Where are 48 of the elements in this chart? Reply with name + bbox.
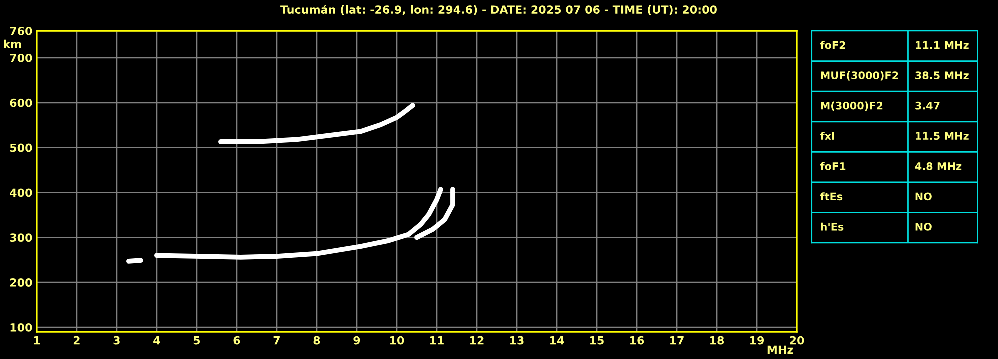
y-tick-label: 200	[10, 278, 32, 287]
line-series	[414, 187, 456, 240]
y-axis-title: km	[4, 40, 22, 48]
x-tick-label: 3	[114, 336, 120, 345]
x-axis-title: MHz	[768, 346, 794, 354]
x-tick-label: 2	[74, 336, 80, 345]
x-tick-label: 9	[354, 336, 360, 345]
x-tick-label: 19	[750, 336, 764, 345]
x-tick-label: 1	[34, 336, 40, 345]
text: 11.1 MHz	[916, 41, 969, 50]
text: 11.5 MHz	[916, 132, 969, 140]
x-tick-label: 13	[510, 336, 524, 345]
y-tick-label: 760	[10, 26, 32, 36]
x-tick-label: 12	[470, 336, 484, 345]
y-tick-label: 700	[10, 54, 32, 62]
y-tick-label: 400	[10, 188, 32, 198]
x-tick-label: 6	[234, 336, 240, 345]
text: NO	[916, 223, 932, 231]
x-tick-label: 10	[390, 336, 404, 345]
x-tick-label: 17	[670, 336, 684, 345]
text: fxI	[820, 132, 834, 140]
x-tick-label: 7	[274, 336, 280, 345]
y-tick-label: 500	[10, 144, 32, 152]
text: foF2	[820, 41, 846, 50]
x-tick-label: 5	[194, 336, 200, 345]
line-series	[154, 187, 444, 260]
text: h'Es	[821, 222, 844, 231]
text: ftEs	[820, 192, 843, 201]
y-tick-label: 100	[10, 323, 32, 332]
x-tick-label: 11	[430, 336, 444, 345]
chart-title: Tucumán (lat: -26.9, lon: 294.6) - DATE: 2025 07 06 - TIME (UT): 20:00	[280, 4, 717, 16]
line-series	[218, 103, 416, 144]
text: MUF(3000)F2	[821, 71, 898, 81]
x-tick-label: 16	[630, 336, 644, 345]
x-tick-label: 8	[314, 336, 320, 345]
x-tick-label: 18	[710, 336, 724, 345]
x-tick-label: 14	[550, 336, 564, 345]
y-tick-label: 300	[10, 234, 32, 242]
x-tick-label: 15	[590, 336, 604, 345]
x-tick-label: 4	[154, 336, 160, 345]
text: NO	[916, 192, 932, 201]
text: 3.47	[916, 102, 940, 110]
text: 38.5 MHz	[916, 72, 969, 80]
y-tick-label: 600	[10, 98, 32, 108]
text: M(3000)F2	[821, 102, 883, 112]
text: 4.8 MHz	[915, 162, 962, 170]
text: foF1	[820, 162, 846, 170]
x-tick-label: 20	[790, 336, 804, 345]
